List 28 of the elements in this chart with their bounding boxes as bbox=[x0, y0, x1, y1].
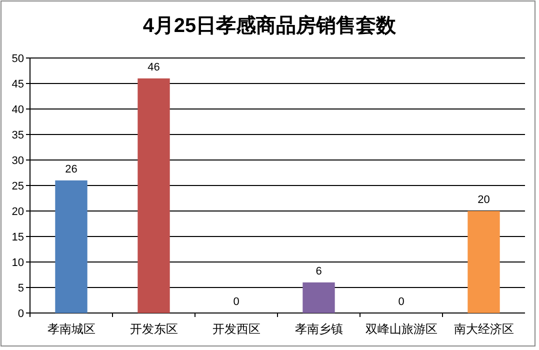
y-tick-label: 15 bbox=[12, 232, 24, 244]
bar bbox=[138, 78, 170, 313]
bar bbox=[302, 282, 335, 313]
data-label: 0 bbox=[398, 296, 404, 308]
data-label: 6 bbox=[316, 265, 322, 278]
data-label: 20 bbox=[478, 194, 490, 206]
x-tick-label: 开发东区 bbox=[130, 322, 178, 336]
x-tick-label: 孝南乡镇 bbox=[294, 322, 343, 336]
x-tick-label: 双峰山旅游区 bbox=[365, 322, 438, 336]
y-tick-label: 30 bbox=[12, 155, 24, 167]
y-tick-label: 40 bbox=[12, 104, 24, 116]
y-tick-label: 45 bbox=[12, 78, 24, 90]
x-tick-label: 开发西区 bbox=[212, 322, 260, 336]
y-tick-label: 35 bbox=[12, 130, 24, 142]
data-label: 46 bbox=[148, 61, 160, 74]
chart-title: 4月25日孝感商品房销售套数 bbox=[142, 14, 398, 37]
y-tick-label: 20 bbox=[12, 206, 24, 218]
bar bbox=[468, 211, 500, 313]
data-label: 26 bbox=[65, 163, 78, 176]
x-tick-label: 孝南城区 bbox=[47, 322, 96, 336]
bar bbox=[55, 180, 88, 313]
y-tick-label: 25 bbox=[12, 180, 24, 192]
y-tick-label: 5 bbox=[18, 282, 24, 294]
data-label: 0 bbox=[233, 296, 240, 308]
y-tick-label: 50 bbox=[12, 53, 24, 65]
y-tick-label: 10 bbox=[12, 257, 24, 269]
y-tick-label: 0 bbox=[18, 308, 24, 320]
x-tick-label: 南大经济区 bbox=[454, 322, 514, 336]
